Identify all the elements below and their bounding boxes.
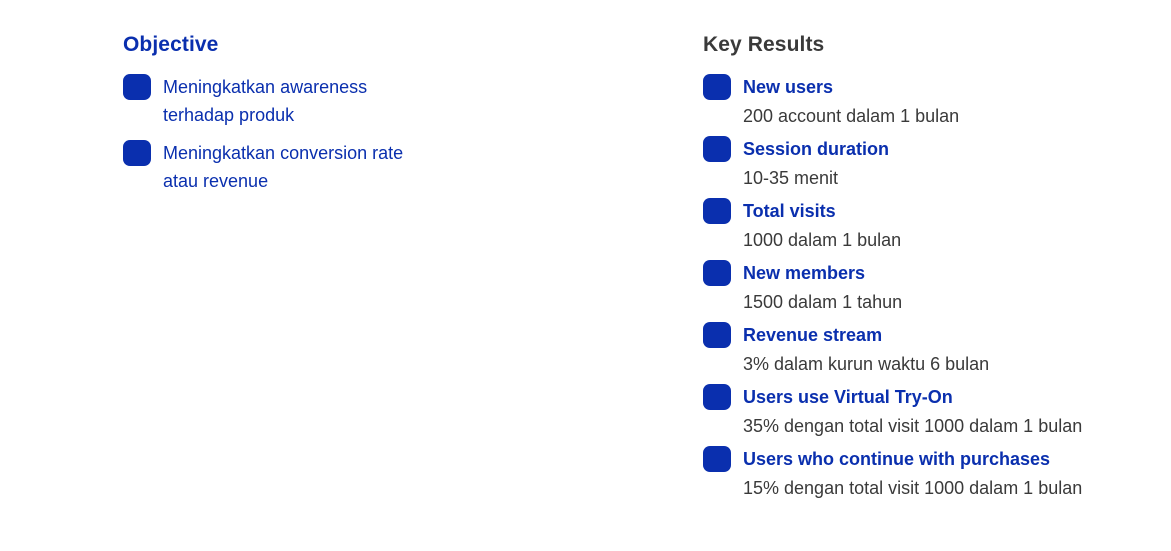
key-result-title: Users who continue with purchases — [743, 449, 1051, 469]
objective-section: Objective Meningkatkan awareness terhada… — [123, 31, 483, 205]
objective-item-text: Meningkatkan awareness terhadap produk — [163, 77, 368, 125]
objective-item: Meningkatkan awareness terhadap produk — [123, 73, 483, 129]
key-result-title: Revenue stream — [743, 325, 883, 345]
bullet-square-icon — [123, 74, 151, 100]
bullet-square-icon — [703, 322, 731, 348]
key-result-description: 1500 dalam 1 tahun — [743, 292, 903, 312]
key-result-title: New members — [743, 263, 866, 283]
key-result-item: Users who continue with purchases 15% de… — [703, 445, 1143, 507]
key-result-description: 10-35 menit — [743, 168, 839, 188]
key-result-description: 1000 dalam 1 bulan — [743, 230, 902, 250]
key-result-item: New users 200 account dalam 1 bulan — [703, 73, 1143, 135]
key-result-item: Session duration 10-35 menit — [703, 135, 1143, 197]
bullet-square-icon — [703, 384, 731, 410]
key-result-description: 15% dengan total visit 1000 dalam 1 bula… — [743, 478, 1083, 498]
key-results-heading: Key Results — [703, 33, 825, 56]
key-result-item: Revenue stream 3% dalam kurun waktu 6 bu… — [703, 321, 1143, 383]
bullet-square-icon — [703, 198, 731, 224]
key-result-title: Total visits — [743, 201, 836, 221]
key-result-item: Total visits 1000 dalam 1 bulan — [703, 197, 1143, 259]
bullet-square-icon — [703, 446, 731, 472]
key-result-item: New members 1500 dalam 1 tahun — [703, 259, 1143, 321]
bullet-square-icon — [703, 74, 731, 100]
objective-heading: Objective — [123, 33, 219, 56]
key-result-description: 35% dengan total visit 1000 dalam 1 bula… — [743, 416, 1083, 436]
key-result-description: 200 account dalam 1 bulan — [743, 106, 960, 126]
bullet-square-icon — [703, 136, 731, 162]
bullet-square-icon — [703, 260, 731, 286]
key-result-item: Users use Virtual Try-On 35% dengan tota… — [703, 383, 1143, 445]
objective-item-text: Meningkatkan conversion rate atau revenu… — [163, 143, 404, 191]
key-results-section: Key Results New users 200 account dalam … — [703, 31, 1143, 507]
key-result-title: New users — [743, 77, 834, 97]
objective-item: Meningkatkan conversion rate atau revenu… — [123, 139, 483, 195]
key-result-title: Session duration — [743, 139, 890, 159]
key-result-description: 3% dalam kurun waktu 6 bulan — [743, 354, 990, 374]
bullet-square-icon — [123, 140, 151, 166]
key-result-title: Users use Virtual Try-On — [743, 387, 953, 407]
